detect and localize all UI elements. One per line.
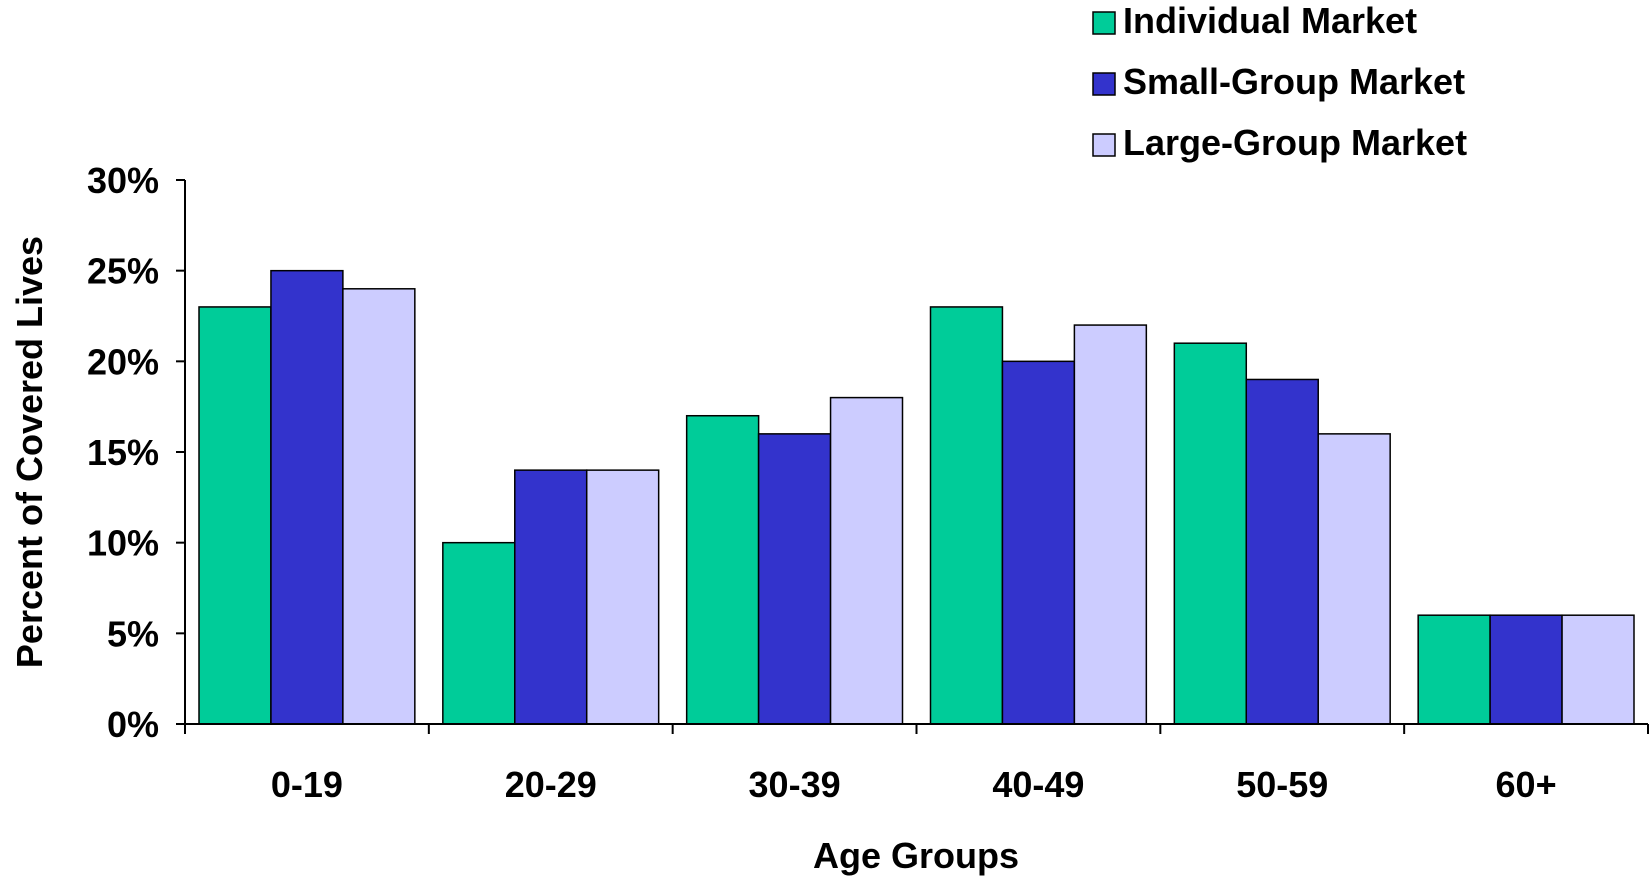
- x-tick-label: 20-29: [505, 764, 597, 805]
- y-ticks: 0% 5% 10% 15% 20% 25% 30%: [87, 160, 185, 745]
- x-tick-label: 60+: [1496, 764, 1557, 805]
- bar: [685, 414, 760, 725]
- bar: [342, 288, 416, 725]
- y-tick-label: 30%: [87, 160, 159, 201]
- y-tick-label: 15%: [87, 432, 159, 473]
- y-tick-label: 20%: [87, 341, 159, 382]
- bar: [1001, 360, 1076, 725]
- legend-swatch: [1092, 11, 1116, 35]
- y-tick-label: 5%: [107, 613, 159, 654]
- x-tick-label: 40-49: [992, 764, 1084, 805]
- bar: [1073, 324, 1148, 725]
- bar: [514, 469, 588, 725]
- y-tick-label: 25%: [87, 251, 159, 292]
- bar: [929, 306, 1004, 725]
- legend-swatch: [1092, 133, 1116, 157]
- bar: [270, 269, 344, 725]
- legend-label: Small-Group Market: [1123, 61, 1465, 102]
- bar: [198, 306, 272, 725]
- y-tick-label: 0%: [107, 704, 159, 745]
- legend: Individual Market Small-Group Market Large…: [1092, 0, 1467, 163]
- bar: [1317, 433, 1391, 725]
- bar: [829, 396, 904, 725]
- x-axis-title: Age Groups: [813, 835, 1019, 876]
- legend-swatch: [1092, 72, 1116, 96]
- x-tick-label: 30-39: [749, 764, 841, 805]
- legend-label: Individual Market: [1123, 0, 1417, 41]
- y-axis-title: Percent of Covered Lives: [9, 236, 50, 668]
- bars: [198, 269, 1635, 725]
- x-ticks: 0-19 20-29 30-39 40-49 50-59 60+: [184, 724, 1649, 805]
- legend-label: Large-Group Market: [1123, 122, 1467, 163]
- bar: [1173, 342, 1248, 725]
- bar: [442, 541, 516, 725]
- bar: [1245, 378, 1319, 725]
- bar: [1561, 614, 1635, 725]
- bar: [757, 433, 832, 725]
- x-tick-label: 50-59: [1236, 764, 1328, 805]
- bar: [1417, 614, 1491, 725]
- x-tick-label: 0-19: [271, 764, 343, 805]
- y-tick-label: 10%: [87, 523, 159, 564]
- bar: [585, 469, 660, 725]
- bar: [1489, 614, 1563, 725]
